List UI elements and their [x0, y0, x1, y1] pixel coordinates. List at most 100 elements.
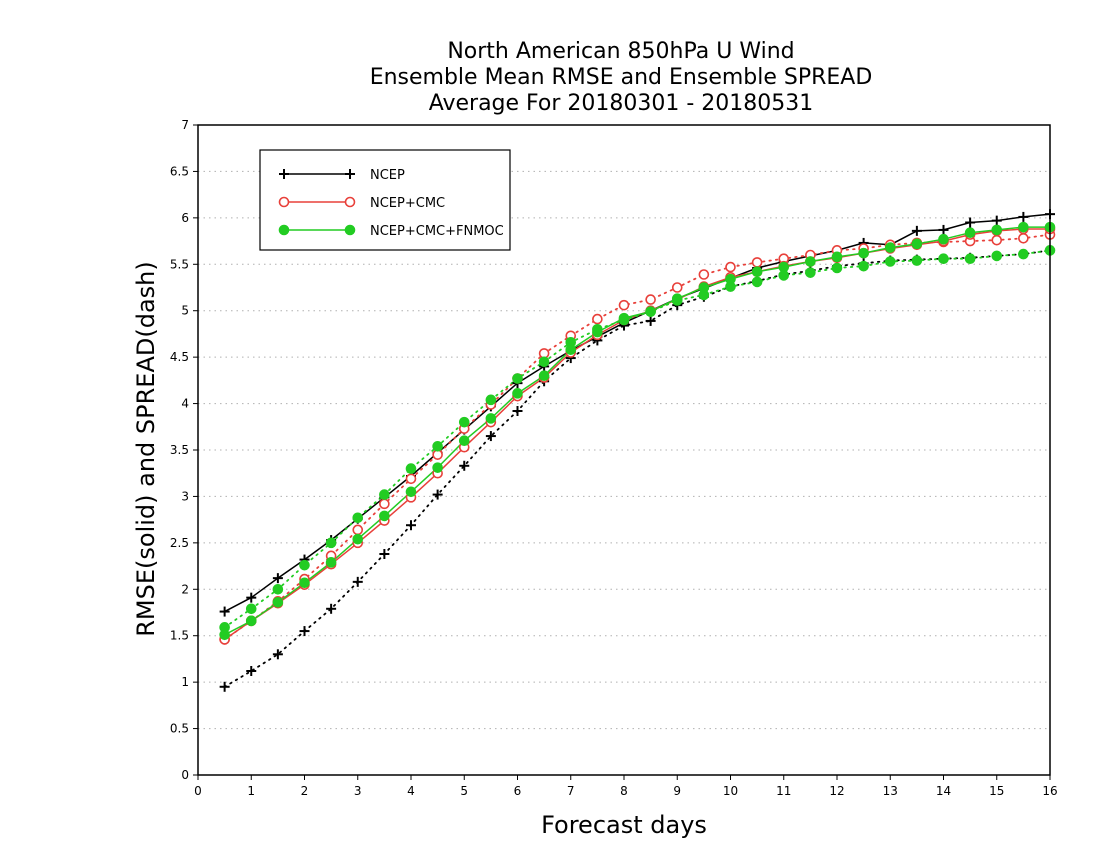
point-ncep-cmc-fnmoc-spread [325, 537, 337, 549]
point-ncep-cmc-fnmoc-spread [911, 255, 923, 266]
chart-title-line-1: North American 850hPa U Wind [447, 39, 794, 64]
point-ncep-cmc-spread [671, 282, 683, 293]
x-tick-label: 12 [829, 784, 844, 798]
point-ncep-cmc-fnmoc-spread [831, 262, 843, 274]
point-ncep-cmc-fnmoc-spread [1018, 248, 1029, 260]
point-ncep-cmc-fnmoc-spread [405, 463, 417, 474]
grid [198, 170, 1050, 730]
point-ncep-cmc-fnmoc-spread [938, 253, 949, 265]
legend-marker-start [279, 169, 289, 179]
point-ncep-rmse [938, 224, 949, 235]
y-tick-label: 7 [181, 118, 189, 132]
x-tick-label: 4 [407, 784, 415, 798]
x-tick-label: 11 [776, 784, 791, 798]
point-ncep-cmc-fnmoc-spread [538, 356, 550, 368]
point-ncep-cmc-fnmoc-spread [884, 256, 896, 267]
point-ncep-rmse [965, 217, 976, 228]
point-ncep-cmc-spread [698, 269, 710, 280]
x-axis-label: Forecast days [541, 811, 707, 839]
point-ncep-cmc-fnmoc-rmse [245, 615, 257, 627]
x-tick-label: 2 [301, 784, 309, 798]
x-tick-label: 14 [936, 784, 951, 798]
y-tick-label: 5.5 [170, 257, 189, 271]
series-layer [219, 209, 1056, 692]
point-ncep-cmc-fnmoc-rmse [858, 247, 869, 259]
point-ncep-cmc-fnmoc-spread [751, 276, 763, 288]
series-ncep-rmse-line [224, 213, 1051, 613]
point-ncep-cmc-spread [645, 294, 656, 305]
point-ncep-cmc-fnmoc-rmse [725, 273, 736, 285]
point-ncep-cmc-fnmoc-rmse [938, 233, 949, 245]
point-ncep-rmse [246, 592, 257, 603]
point-ncep-cmc-fnmoc-spread [352, 512, 364, 524]
point-ncep-spread [512, 406, 523, 416]
y-tick-label: 2.5 [170, 536, 189, 550]
legend-marker-end [344, 196, 356, 208]
point-ncep-cmc-fnmoc-rmse [805, 256, 816, 267]
legend-box [259, 149, 511, 251]
point-ncep-cmc-spread [1018, 232, 1029, 244]
x-tick-label: 10 [723, 784, 738, 798]
point-ncep-cmc-fnmoc-spread [512, 373, 523, 384]
x-tick-label: 13 [883, 784, 898, 798]
point-ncep-spread [272, 649, 283, 660]
point-ncep-spread [352, 576, 363, 587]
point-ncep-cmc-fnmoc-spread [991, 250, 1003, 262]
y-tick-label: 6.5 [170, 164, 189, 178]
point-ncep-cmc-fnmoc-rmse [751, 266, 763, 278]
point-ncep-cmc-fnmoc-spread [272, 583, 284, 595]
point-ncep-cmc-fnmoc-rmse [458, 435, 470, 447]
point-ncep-cmc-fnmoc-rmse [565, 344, 577, 356]
point-ncep-cmc-fnmoc-rmse [618, 312, 630, 324]
point-ncep-cmc-fnmoc-rmse [299, 577, 310, 589]
chart-title-line-3: Average For 20180301 - 20180531 [429, 91, 814, 116]
x-tick-label: 16 [1042, 784, 1057, 798]
x-tick-label: 8 [620, 784, 628, 798]
point-ncep-cmc-spread [618, 299, 630, 311]
point-ncep-spread [645, 315, 656, 326]
point-ncep-cmc-fnmoc-spread [245, 603, 257, 615]
point-ncep-spread [459, 460, 470, 471]
point-ncep-cmc-fnmoc-rmse [671, 293, 683, 304]
legend-label: NCEP [370, 168, 405, 183]
point-ncep-cmc-fnmoc-rmse [325, 557, 337, 568]
legend-label: NCEP+CMC [370, 196, 445, 211]
y-tick-label: 1.5 [170, 629, 189, 643]
series-ncep-cmc-rmse-line [224, 228, 1050, 641]
y-tick-label: 4 [181, 397, 189, 411]
point-ncep-cmc-spread [379, 498, 390, 510]
y-axis-label: RMSE(solid) and SPREAD(dash) [132, 261, 160, 637]
legend-marker-end [344, 224, 356, 236]
point-ncep-cmc-spread [405, 473, 417, 485]
y-tick-label: 6 [181, 211, 189, 225]
point-ncep-cmc-fnmoc-rmse [698, 282, 710, 293]
point-ncep-cmc-fnmoc-rmse [485, 413, 497, 424]
x-tick-label: 15 [989, 784, 1004, 798]
point-ncep-cmc-fnmoc-rmse [884, 242, 896, 253]
series-ncep-cmc-spread-line [223, 233, 1051, 641]
point-ncep-spread [379, 549, 390, 559]
y-tick-label: 1 [181, 675, 189, 689]
point-ncep-cmc-fnmoc-rmse [219, 629, 230, 641]
point-ncep-cmc-fnmoc-rmse [405, 486, 417, 498]
x-tick-label: 1 [247, 784, 255, 798]
x-tick-label: 5 [460, 784, 468, 798]
x-tick-label: 0 [194, 784, 202, 798]
point-ncep-cmc-fnmoc-spread [858, 260, 869, 272]
x-tick-label: 6 [514, 784, 522, 798]
y-tick-label: 5 [181, 304, 189, 318]
point-ncep-cmc-fnmoc-spread [964, 253, 976, 265]
legend-marker-start [278, 224, 290, 236]
y-tick-label: 3.5 [170, 443, 189, 457]
chart-title: North American 850hPa U Wind Ensemble Me… [370, 39, 873, 116]
point-ncep-cmc-fnmoc-rmse [352, 533, 364, 545]
plot-frame [197, 124, 1051, 776]
point-ncep-cmc-fnmoc-spread [299, 559, 310, 571]
y-tick-label: 2 [181, 582, 189, 596]
point-ncep-cmc-fnmoc-spread [485, 394, 497, 406]
point-ncep-cmc-fnmoc-rmse [778, 261, 790, 273]
legend-label: NCEP+CMC+FNMOC [370, 224, 504, 239]
axes: 00.511.522.533.544.555.566.570 1 2 3 4 5 6 7 8 9 1… [170, 118, 1058, 798]
